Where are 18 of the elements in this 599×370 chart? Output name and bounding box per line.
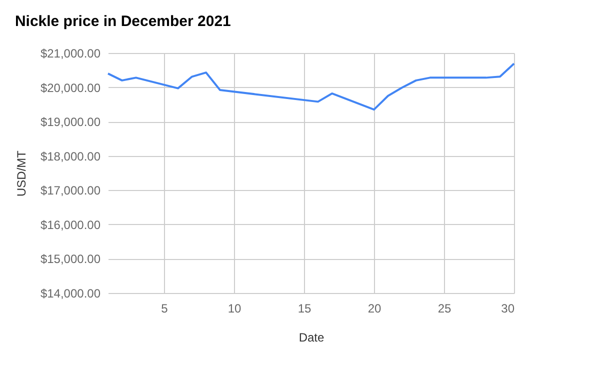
x-axis-title: Date [298, 330, 324, 344]
x-tick-label: 5 [161, 302, 168, 316]
x-tick-label: 10 [228, 302, 242, 316]
x-tick-label: 15 [298, 302, 312, 316]
y-tick-label: $18,000.00 [40, 149, 101, 164]
y-tick-label: $20,000.00 [40, 80, 101, 95]
x-tick-label: 30 [501, 302, 515, 316]
y-tick-label: $17,000.00 [40, 184, 101, 198]
y-tick-label: $19,000.00 [40, 115, 101, 130]
y-tick-label: $21,000.00 [40, 46, 101, 60]
line-series [107, 62, 515, 111]
y-tick-label: $14,000.00 [40, 286, 101, 300]
x-tick-label: 25 [438, 302, 452, 316]
y-tick-label: $15,000.00 [40, 252, 101, 266]
chart-title: Nickle price in December 2021 [14, 13, 231, 30]
x-tick-label: 20 [368, 302, 382, 316]
y-axis-title: USD/MT [14, 150, 28, 196]
y-tick-label: $16,000.00 [40, 218, 101, 232]
